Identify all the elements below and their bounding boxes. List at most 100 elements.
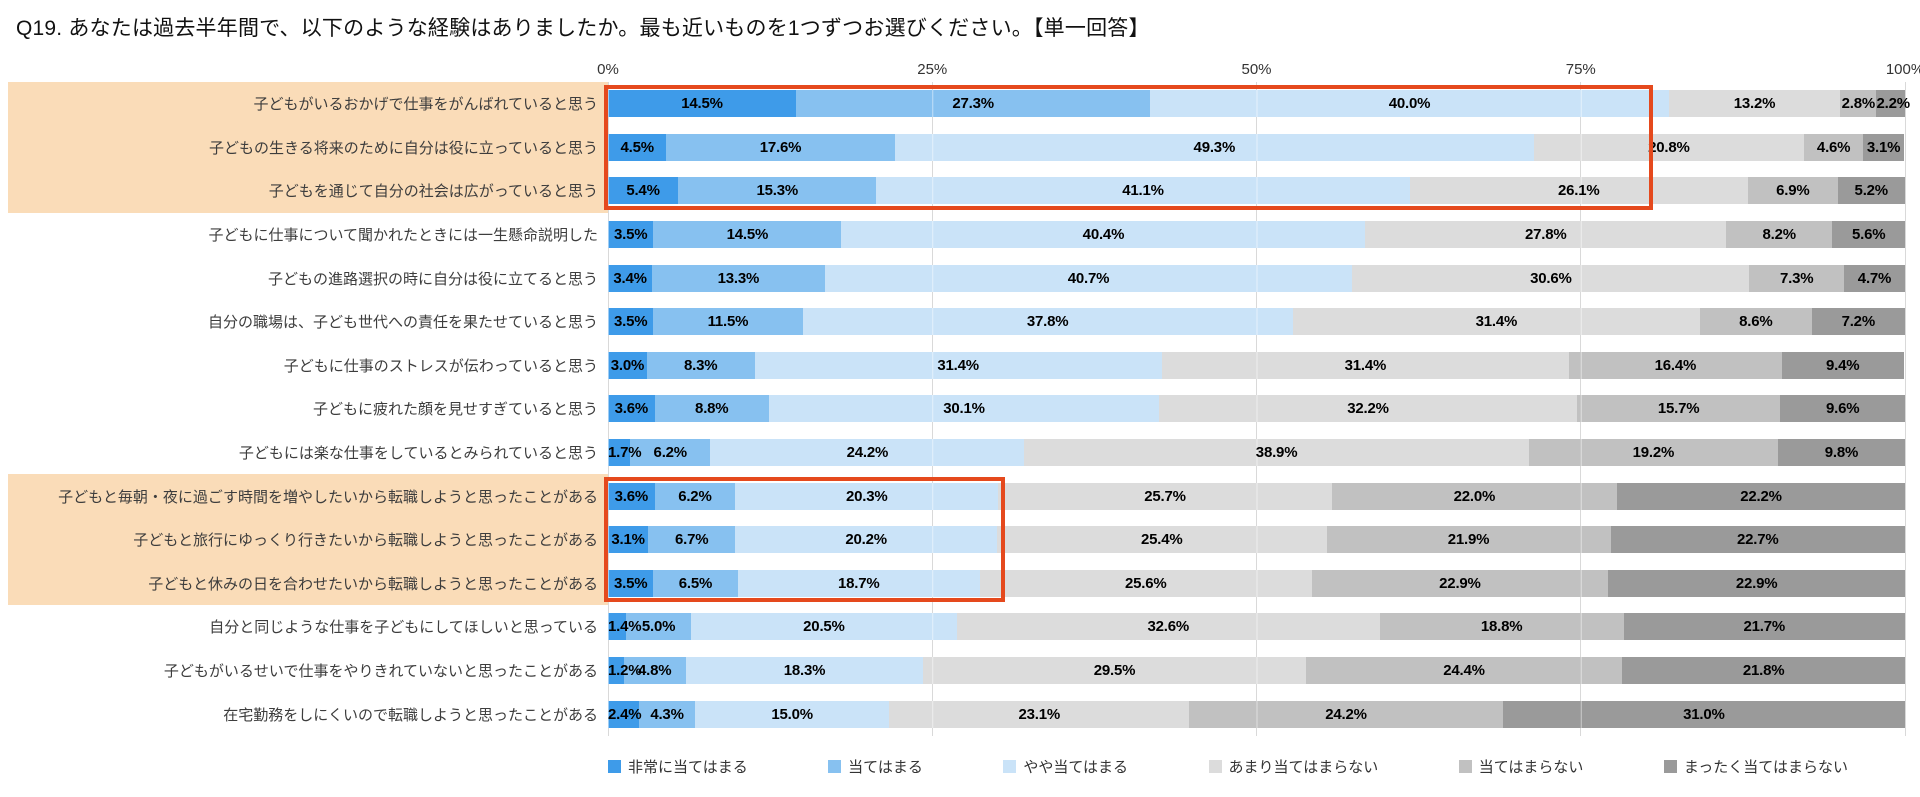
bar-segment: 25.7% <box>998 482 1332 510</box>
bar-segment: 4.8% <box>623 657 686 685</box>
bar-track: 3.4% 13.3% 40.7% 30.6% 7.3% 4.7% <box>608 264 1905 292</box>
segment-value: 3.5% <box>613 574 648 592</box>
segment-value: 26.1% <box>1558 182 1600 200</box>
category-label: 子どもに疲れた顔を見せすぎていると思う <box>312 401 598 419</box>
bar-segment: 40.0% <box>1150 90 1669 118</box>
bar-segment: 2.2% <box>1876 90 1910 118</box>
chart-row: 子どもを通じて自分の社会は広がっていると思う 5.4% 15.3% 41.1% 26.1… <box>8 169 1905 213</box>
segment-value: 20.5% <box>803 618 845 636</box>
bar-track: 1.7% 6.2% 24.2% 38.9% 19.2% 9.8% <box>608 439 1905 467</box>
segment-value: 19.2% <box>1632 444 1675 462</box>
bar-segment: 30.1% <box>768 395 1160 423</box>
segment-value: 16.4% <box>1654 356 1697 374</box>
segment-value: 4.8% <box>637 662 672 680</box>
bar-segment: 5.2% <box>1837 177 1905 205</box>
segment-value: 11.5% <box>707 313 749 331</box>
bar-segment: 40.7% <box>824 264 1353 292</box>
category-label: 在宅勤務をしにくいので転職しようと思ったことがある <box>223 706 598 724</box>
bar-segment: 27.8% <box>1365 221 1726 249</box>
bar-segment: 22.2% <box>1617 482 1905 510</box>
bar-segment: 32.2% <box>1159 395 1577 423</box>
bar-segment: 32.6% <box>956 613 1380 641</box>
chart-row: 子どもがいるせいで仕事をやりきれていないと思ったことがある 1.2%4.8% 18.… <box>8 649 1905 693</box>
category-label: 子どもを通じて自分の社会は広がっていると思う <box>8 169 608 213</box>
bar-track: 14.5% 27.3% 40.0% 13.2% 2.8% 2.2% <box>608 90 1910 118</box>
segment-value: 13.3% <box>717 269 760 287</box>
bar-segment: 41.1% <box>876 177 1410 205</box>
gridline <box>1904 82 1906 736</box>
segment-value: 5.0% <box>641 618 676 636</box>
bar-segment: 3.5% <box>608 221 654 249</box>
bar-segment: 9.8% <box>1777 439 1905 467</box>
bar-segment: 22.7% <box>1610 526 1905 554</box>
bar-segment: 31.4% <box>754 351 1162 379</box>
legend-label: 非常に当てはまる <box>628 759 748 776</box>
bar-segment: 31.4% <box>1292 308 1701 336</box>
axis-tick-label: 100% <box>1885 61 1920 78</box>
bar-segment: 38.9% <box>1024 439 1529 467</box>
segment-value: 3.5% <box>614 313 648 331</box>
segment-value: 3.4% <box>613 269 647 287</box>
bar-segment: 1.7% <box>608 439 642 467</box>
bar-segment: 3.0% <box>608 351 647 379</box>
segment-value: 6.7% <box>674 531 709 549</box>
segment-value: 30.1% <box>943 400 985 418</box>
chart-row: 子どもと毎朝・夜に過ごす時間を増やしたいから転職しようと思ったことがある 3.6%… <box>8 474 1905 518</box>
bar-segment: 23.1% <box>889 700 1190 728</box>
bar-track: 3.5% 6.5% 18.7% 25.6% 22.9% 22.9% <box>608 569 1906 597</box>
chart-row: 子どもがいるおかげで仕事をがんばれていると思う 14.5% 27.3% 40.0% 13… <box>8 82 1910 126</box>
bar-segment: 5.6% <box>1832 221 1905 249</box>
chart-row: 子どもに仕事のストレスが伝わっていると思う 3.0% 8.3% 31.4% 31.4% 1… <box>8 344 1905 388</box>
segment-value: 14.5% <box>726 226 769 244</box>
bar-segment: 20.8% <box>1534 133 1804 161</box>
bar-segment: 24.4% <box>1305 657 1623 685</box>
bar-segment: 2.4% <box>608 700 642 728</box>
segment-value: 14.5% <box>681 95 723 113</box>
segment-value: 6.2% <box>653 444 688 462</box>
chart-row: 子どもの生きる将来のために自分は役に立っていると思う 4.5% 17.6% 49.3%… <box>8 125 1905 170</box>
segment-value: 3.5% <box>614 226 648 244</box>
bar-segment: 1.4% <box>608 613 642 641</box>
bar-segment: 22.0% <box>1331 482 1618 510</box>
segment-value: 40.7% <box>1067 269 1110 287</box>
segment-value: 3.1% <box>1866 138 1901 156</box>
segment-value: 5.2% <box>1854 182 1889 200</box>
segment-value: 40.4% <box>1082 226 1125 244</box>
segment-value: 24.2% <box>846 444 889 462</box>
segment-value: 1.4% <box>608 618 642 636</box>
segment-value: 4.5% <box>620 138 654 156</box>
segment-value: 7.3% <box>1779 269 1814 287</box>
bar-segment: 3.1% <box>1863 133 1904 161</box>
segment-value: 18.7% <box>837 574 880 592</box>
segment-value: 9.8% <box>1824 444 1859 462</box>
bar-segment: 3.6% <box>608 395 655 423</box>
category-label: 子どもがいるおかげで仕事をがんばれていると思う <box>8 82 608 126</box>
bar-segment: 6.2% <box>630 439 711 467</box>
category-label: 子どもと旅行にゆっくり行きたいから転職しようと思ったことがある <box>8 517 608 562</box>
segment-value: 15.7% <box>1657 400 1700 418</box>
segment-value: 13.2% <box>1733 95 1776 113</box>
bar-segment: 26.1% <box>1409 177 1749 205</box>
segment-value: 20.2% <box>845 531 887 549</box>
stacked-bar-chart: 0%25%50%75%100% 子どもがいるおかげで仕事をがんばれていると思う1… <box>8 50 1920 736</box>
bar-segment: 8.6% <box>1700 308 1812 336</box>
bar-segment: 18.7% <box>737 569 980 597</box>
segment-value: 2.2% <box>1876 95 1910 113</box>
bar-track: 5.4% 15.3% 41.1% 26.1% 6.9% 5.2% <box>608 177 1905 205</box>
segment-value: 8.2% <box>1762 226 1796 244</box>
category-label: 子どもに仕事のストレスが伝わっていると思う <box>283 357 598 375</box>
segment-value: 15.3% <box>756 182 799 200</box>
chart-row: 子どもに疲れた顔を見せすぎていると思う 3.6% 8.8% 30.1% 32.2% 15.… <box>8 387 1905 431</box>
chart-row: 子どもと休みの日を合わせたいから転職しようと思ったことがある 3.5% 6.5% 18… <box>8 561 1906 606</box>
segment-value: 1.2% <box>608 657 642 684</box>
bar-segment: 24.2% <box>710 439 1025 467</box>
legend-item: やや当てはまる <box>1003 756 1128 777</box>
segment-value: 6.2% <box>678 487 712 505</box>
bar-segment: 14.5% <box>653 221 842 249</box>
bar-track: 3.5% 11.5% 37.8% 31.4% 8.6% 7.2% <box>608 308 1905 336</box>
legend-item: あまり当てはまらない <box>1208 756 1378 777</box>
segment-value: 4.6% <box>1816 138 1851 156</box>
segment-value: 17.6% <box>759 138 802 156</box>
segment-value: 31.4% <box>1344 356 1387 374</box>
bar-segment: 7.2% <box>1811 308 1905 336</box>
